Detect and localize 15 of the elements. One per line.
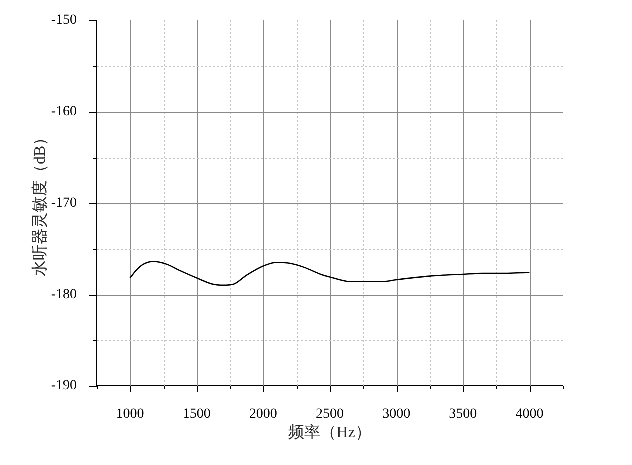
x-tick-label: 3500 <box>449 407 478 422</box>
y-axis-title: 水听器灵敏度（dB） <box>30 130 49 277</box>
x-tick-label: 1500 <box>182 407 211 422</box>
y-tick-label: -150 <box>51 13 77 28</box>
x-tick-label: 1000 <box>116 407 144 422</box>
y-tick-label: -180 <box>51 287 77 302</box>
y-tick-label: -160 <box>51 104 77 120</box>
x-tick-label: 4000 <box>516 407 544 422</box>
x-axis-title: 频率（Hz） <box>288 424 372 442</box>
x-tick-label: 2500 <box>316 407 344 422</box>
line-series <box>130 261 530 286</box>
x-tick-label: 2000 <box>249 407 278 422</box>
y-tick-label: -190 <box>51 378 77 394</box>
x-tick-label: 3000 <box>382 407 411 422</box>
y-tick-label: -170 <box>51 196 77 211</box>
